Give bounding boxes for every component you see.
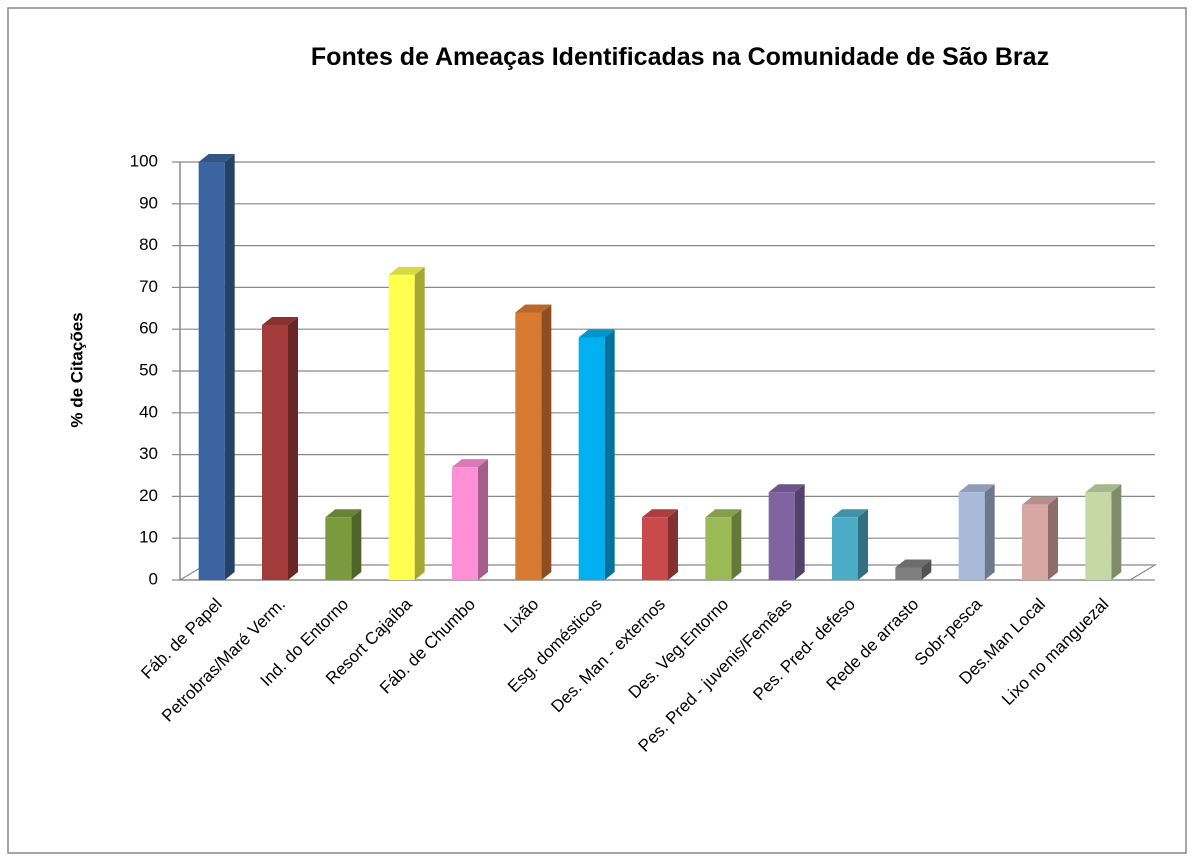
bar: [1022, 504, 1048, 580]
bar-top: [958, 484, 995, 493]
bar-side: [731, 509, 742, 580]
bar: [578, 337, 605, 580]
bar-top: [325, 509, 362, 518]
y-tick-label: 70: [139, 277, 158, 296]
bar-top: [832, 509, 868, 518]
bar: [452, 467, 478, 580]
bar-side: [541, 304, 552, 580]
bar-side: [604, 329, 615, 580]
y-axis-title: % de Citações: [67, 312, 86, 427]
y-tick-label: 100: [130, 151, 158, 170]
y-tick-label: 40: [139, 402, 158, 421]
bar-top: [262, 317, 298, 326]
y-tick-label: 0: [149, 569, 158, 588]
bar: [325, 517, 352, 580]
bar-top: [515, 304, 552, 313]
bar-side: [858, 509, 868, 580]
bar-side: [668, 509, 678, 580]
bar: [198, 162, 225, 580]
y-tick-label: 10: [139, 528, 158, 547]
bar: [895, 567, 922, 580]
bar: [768, 492, 795, 580]
bar-top: [895, 559, 932, 568]
bar-side: [351, 509, 362, 580]
bar-side: [478, 459, 488, 580]
bar-top: [1022, 496, 1058, 505]
y-tick-label: 30: [139, 444, 158, 463]
bar-top: [198, 154, 235, 162]
bar-side: [288, 317, 298, 580]
bar-side: [984, 484, 995, 580]
bar-side: [921, 559, 932, 580]
bar-top: [452, 459, 488, 468]
bar-side: [414, 266, 425, 580]
bar-top: [388, 266, 425, 275]
bar-top: [642, 509, 678, 518]
bar-side: [224, 154, 235, 580]
y-tick-label: 90: [139, 193, 158, 212]
bar: [958, 492, 985, 580]
bar-side: [1111, 484, 1122, 580]
bar-top: [578, 329, 615, 338]
bar: [705, 517, 732, 580]
bar: [642, 517, 668, 580]
y-tick-label: 60: [139, 319, 158, 338]
bar: [832, 517, 858, 580]
bar-top: [768, 484, 805, 493]
bar-top: [1085, 484, 1122, 493]
bar: [388, 274, 415, 580]
y-tick-label: 50: [139, 360, 158, 379]
chart-title: Fontes de Ameaças Identificadas na Comun…: [310, 43, 1050, 71]
bar: [515, 312, 542, 580]
y-tick-label: 20: [139, 486, 158, 505]
y-tick-label: 80: [139, 235, 158, 254]
bar: [262, 325, 288, 580]
bar-side: [1048, 496, 1058, 580]
bar-side: [794, 484, 805, 580]
bar: [1085, 492, 1112, 580]
bar-top: [705, 509, 742, 518]
